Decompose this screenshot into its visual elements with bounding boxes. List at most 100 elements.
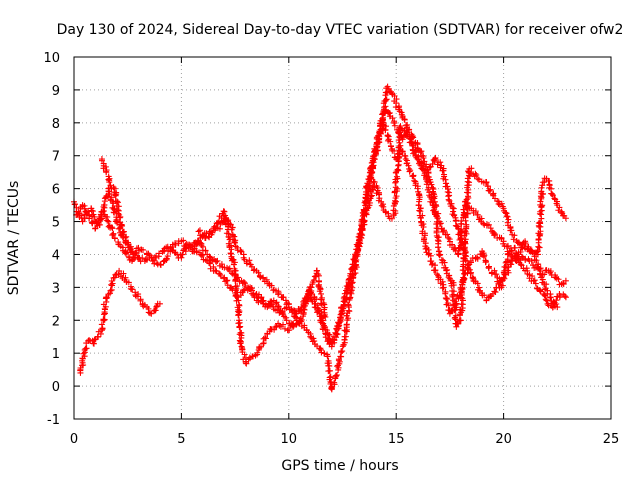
trace-point — [273, 299, 280, 306]
trace-point — [377, 126, 384, 133]
data-point — [156, 300, 163, 307]
trace-point — [441, 259, 448, 266]
trace-point — [123, 233, 130, 240]
trace-point — [505, 269, 512, 276]
trace-point — [387, 138, 394, 145]
trace-point — [391, 92, 398, 99]
trace-point — [241, 280, 248, 287]
trace-point — [236, 324, 243, 331]
data-point — [318, 290, 325, 297]
trace-point — [396, 139, 403, 146]
trace-point — [445, 234, 452, 241]
data-point — [128, 248, 135, 255]
trace-point — [157, 262, 164, 269]
trace-point — [553, 300, 560, 307]
data-point — [152, 307, 159, 314]
trace-point — [248, 290, 255, 297]
trace-point — [307, 284, 314, 291]
data-point — [562, 215, 569, 222]
trace-point — [394, 166, 401, 173]
trace-point — [106, 179, 113, 186]
trace-point — [533, 257, 540, 264]
trace-point — [89, 208, 96, 215]
trace-point — [106, 190, 113, 197]
trace-point — [455, 226, 462, 233]
trace-point — [212, 267, 219, 274]
trace-point — [235, 312, 242, 319]
trace-point — [352, 258, 359, 265]
trace-point — [95, 219, 102, 226]
trace-point — [542, 296, 549, 303]
trace-point — [120, 228, 127, 235]
y-tick-label: 9 — [52, 84, 60, 99]
trace-point — [418, 148, 425, 155]
trace-point — [275, 289, 282, 296]
data-point — [528, 248, 535, 255]
trace-point — [551, 195, 558, 202]
trace-point — [225, 217, 232, 224]
trace-point — [435, 244, 442, 251]
trace-point — [393, 193, 400, 200]
trace-point — [223, 277, 230, 284]
trace-point — [518, 244, 525, 251]
trace-point — [334, 371, 341, 378]
trace-point — [103, 294, 110, 301]
trace-point — [326, 367, 333, 374]
trace-point — [153, 260, 160, 267]
trace-point — [444, 295, 451, 302]
trace-point — [432, 267, 439, 274]
trace-point — [498, 200, 505, 207]
trace-point — [125, 279, 132, 286]
trace-point — [111, 235, 118, 242]
trace-point — [101, 316, 108, 323]
trace-point — [499, 276, 506, 283]
trace-point — [89, 220, 96, 227]
trace-point — [109, 280, 116, 287]
data-point — [539, 182, 546, 189]
trace-point — [538, 211, 545, 218]
trace-point — [217, 272, 224, 279]
trace-point — [337, 314, 344, 321]
trace-point — [531, 277, 538, 284]
trace-point — [338, 310, 345, 317]
trace-point — [469, 274, 476, 281]
data-marks — [71, 83, 569, 393]
y-axis-label: SDTVAR / TECUs — [6, 181, 22, 296]
trace-point — [370, 165, 377, 172]
data-point — [537, 287, 544, 294]
trace-point — [122, 250, 129, 257]
trace-point — [272, 324, 279, 331]
trace-point — [125, 253, 132, 260]
data-point — [496, 281, 503, 288]
trace-point — [356, 243, 363, 250]
data-point — [195, 228, 202, 235]
trace-point — [117, 213, 124, 220]
trace-point — [146, 310, 153, 317]
trace-point — [271, 326, 278, 333]
trace-point — [164, 253, 171, 260]
trace-point — [503, 213, 510, 220]
trace-point — [420, 155, 427, 162]
trace-point — [243, 360, 250, 367]
data-point — [144, 251, 151, 258]
trace-point — [485, 183, 492, 190]
y-tick-label: 1 — [52, 347, 60, 362]
plot-frame — [73, 56, 612, 420]
y-tick-label: 3 — [52, 281, 60, 296]
trace-point — [528, 257, 535, 264]
trace-point — [134, 293, 141, 300]
trace-point — [332, 372, 339, 379]
trace-point — [367, 193, 374, 200]
trace-point — [189, 248, 196, 255]
trace-point — [467, 270, 474, 277]
axis-ticks — [73, 56, 612, 420]
trace-point — [241, 286, 248, 293]
trace-point — [460, 267, 467, 274]
trace-point — [431, 195, 438, 202]
data-point — [431, 198, 438, 205]
trace-point — [422, 232, 428, 239]
trace-point — [345, 302, 352, 309]
trace-point — [331, 379, 338, 386]
trace-point — [368, 192, 375, 199]
